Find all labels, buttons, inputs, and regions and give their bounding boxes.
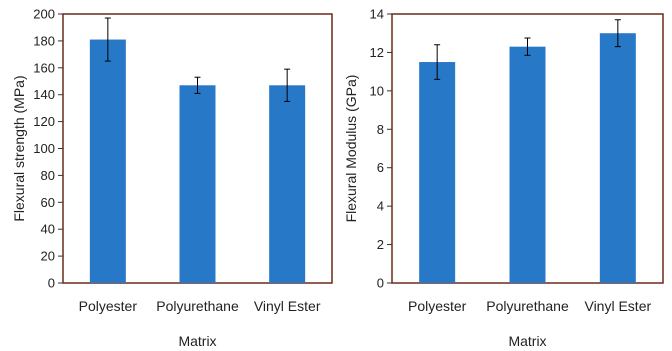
x-tick-label: Vinyl Ester <box>584 298 651 314</box>
y-tick-label: 12 <box>370 45 384 60</box>
bar-vinyl-ester <box>599 33 636 283</box>
y-tick-label: 4 <box>377 199 384 214</box>
y-tick-label: 60 <box>41 195 55 210</box>
x-tick-label: Vinyl Ester <box>254 298 321 314</box>
bar-polyester <box>419 62 456 284</box>
x-tick-label: Polyurethane <box>486 298 569 314</box>
x-tick-label: Polyester <box>79 298 138 314</box>
chart-1: 0 20 40 60 80 100 120 140 160 180 200 Polyester Poly… <box>11 7 333 349</box>
y-tick-label: 6 <box>377 160 384 175</box>
x-tick-label: Polyurethane <box>156 298 239 314</box>
y-tick-label: 100 <box>33 141 55 156</box>
x-tick-label: Polyester <box>408 298 467 314</box>
y-tick-label: 40 <box>41 222 55 237</box>
y-axis-label: Flexural strength (MPa) <box>11 75 27 221</box>
y-tick-label: 0 <box>48 276 55 291</box>
y-tick-label: 120 <box>33 114 55 129</box>
y-tick-label: 160 <box>33 60 55 75</box>
x-axis-label: Matrix <box>178 333 216 349</box>
y-tick-label: 0 <box>377 276 384 291</box>
y-tick-label: 2 <box>377 237 384 252</box>
chart-2: 0 2 4 6 8 10 12 14 Polyester Polyurethane Vinyl Es… <box>343 7 664 349</box>
y-axis-label: Flexural Modulus (GPa) <box>343 75 359 223</box>
y-tick-label: 180 <box>33 33 55 48</box>
bar-vinyl-ester <box>269 85 306 283</box>
y-tick-label: 8 <box>377 122 384 137</box>
y-tick-label: 80 <box>41 168 55 183</box>
y-tick-label: 200 <box>33 7 55 22</box>
x-axis-label: Matrix <box>508 333 546 349</box>
bar-polyurethane <box>509 46 546 283</box>
bar-polyurethane <box>179 85 216 283</box>
y-tick-label: 10 <box>370 83 384 98</box>
bar-polyester <box>89 39 126 284</box>
y-tick-label: 14 <box>370 7 384 22</box>
y-tick-label: 20 <box>41 249 55 264</box>
y-tick-label: 140 <box>33 87 55 102</box>
